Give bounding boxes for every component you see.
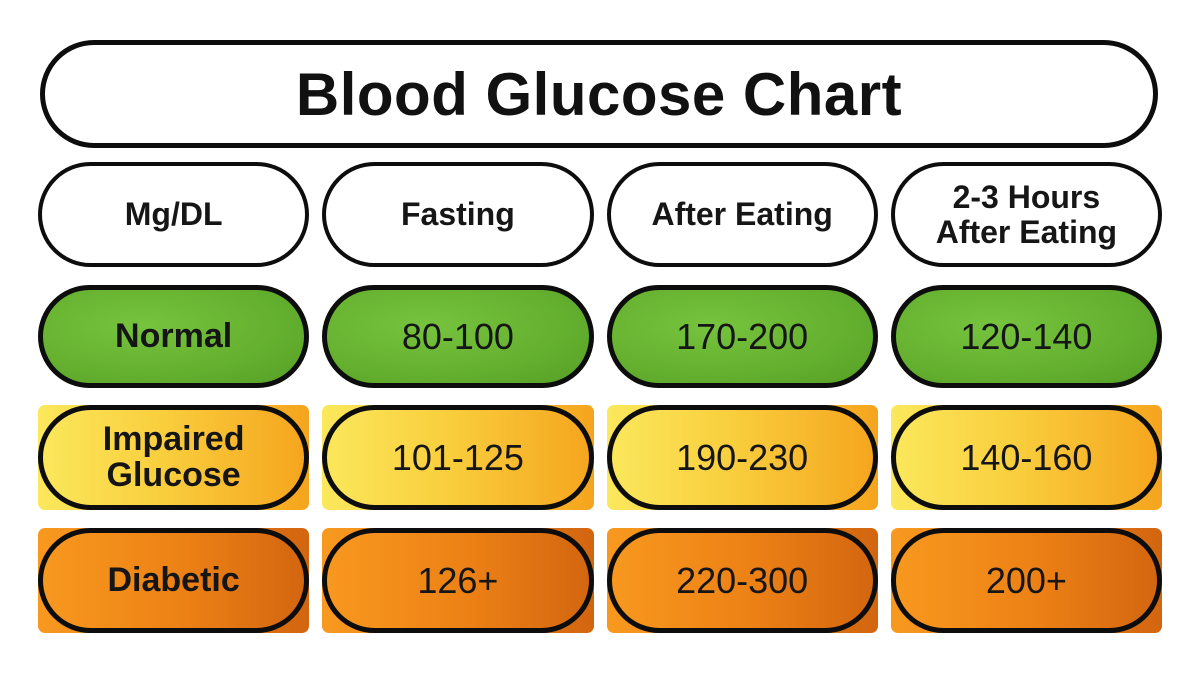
diabetic-fasting-pill: 126+ (322, 528, 594, 633)
normal-fasting-value: 80-100 (401, 315, 514, 357)
impaired-label-line2: Glucose (106, 455, 241, 494)
impaired-after-eating-pill: 190-230 (606, 405, 878, 510)
impaired-after-eating-value: 190-230 (676, 436, 809, 478)
header-cell-2-3-hours-after-eating: 2-3 Hours After Eating (890, 162, 1162, 267)
diabetic-label-pill: Diabetic (38, 528, 310, 633)
impaired-label-pill: Impaired Glucose (38, 405, 310, 510)
diabetic-after-eating-value: 220-300 (676, 559, 809, 601)
row-normal: Normal 80-100 170-200 120-140 (38, 285, 1162, 388)
header-row: Mg/DL Fasting After Eating 2-3 Hours Aft… (38, 162, 1162, 267)
diabetic-2-3-hours-pill: 200+ (890, 528, 1162, 633)
normal-label: Normal (115, 316, 233, 355)
cell-diabetic-after-eating: 220-300 (606, 528, 878, 633)
diabetic-label: Diabetic (107, 560, 240, 599)
impaired-label-line1: Impaired (102, 419, 245, 458)
diabetic-fasting-value: 126+ (417, 559, 499, 601)
row-impaired-glucose: Impaired Glucose 101-125 190-230 140-160 (38, 405, 1162, 510)
header-cell-after-eating: After Eating (606, 162, 878, 267)
row-diabetic: Diabetic 126+ 220-300 200+ (38, 528, 1162, 633)
header-label-fasting: Fasting (400, 196, 515, 233)
cell-diabetic-2-3-hours: 200+ (890, 528, 1162, 633)
cell-impaired-after-eating: 190-230 (606, 405, 878, 510)
impaired-2-3-hours-pill: 140-160 (890, 405, 1162, 510)
header-cell-mgdl: Mg/DL (38, 162, 310, 267)
header-label-mgdl: Mg/DL (124, 196, 223, 233)
page-title: Blood Glucose Chart (295, 60, 903, 128)
header-cell-fasting: Fasting (322, 162, 594, 267)
normal-after-eating-value: 170-200 (676, 315, 809, 357)
impaired-fasting-value: 101-125 (391, 436, 524, 478)
normal-2-3-hours-value: 120-140 (960, 315, 1093, 357)
diabetic-2-3-hours-value: 200+ (985, 559, 1067, 601)
cell-normal-2-3-hours: 120-140 (890, 285, 1162, 388)
header-label-2-3-hours-line1: 2-3 Hours (952, 178, 1101, 215)
cell-normal-label: Normal (38, 285, 310, 388)
cell-diabetic-fasting: 126+ (322, 528, 594, 633)
cell-impaired-fasting: 101-125 (322, 405, 594, 510)
impaired-2-3-hours-value: 140-160 (960, 436, 1093, 478)
header-label-after-eating: After Eating (651, 196, 833, 233)
diabetic-after-eating-pill: 220-300 (606, 528, 878, 633)
cell-diabetic-label: Diabetic (38, 528, 310, 633)
header-label-2-3-hours-line2: After Eating (935, 213, 1118, 250)
cell-impaired-label: Impaired Glucose (38, 405, 310, 510)
chart-title-pill: Blood Glucose Chart (40, 40, 1158, 148)
impaired-fasting-pill: 101-125 (322, 405, 594, 510)
cell-normal-after-eating: 170-200 (606, 285, 878, 388)
cell-normal-fasting: 80-100 (322, 285, 594, 388)
cell-impaired-2-3-hours: 140-160 (890, 405, 1162, 510)
